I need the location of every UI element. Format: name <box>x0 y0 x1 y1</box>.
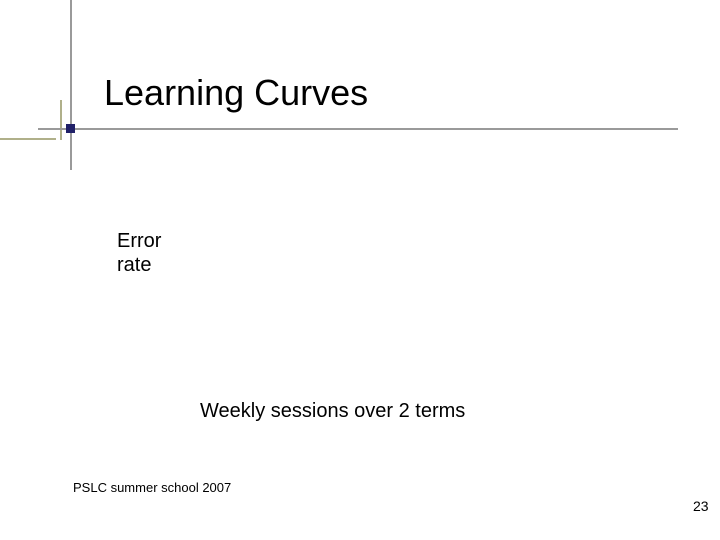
y-axis-label: Error rate <box>117 229 161 277</box>
title-vline-long <box>70 0 72 170</box>
x-axis-label: Weekly sessions over 2 terms <box>200 400 465 423</box>
y-axis-label-line1: Error <box>117 229 161 253</box>
y-axis-label-line2: rate <box>117 253 161 277</box>
slide: { "title": { "text": "Learning Curves", … <box>0 0 720 540</box>
title-hline-long <box>38 128 678 130</box>
slide-title: Learning Curves <box>104 72 368 114</box>
title-vline-short <box>60 100 62 140</box>
title-bullet-square <box>66 124 75 133</box>
footer-text: PSLC summer school 2007 <box>73 480 231 495</box>
title-hline-short <box>0 138 56 140</box>
page-number: 23 <box>693 498 709 514</box>
